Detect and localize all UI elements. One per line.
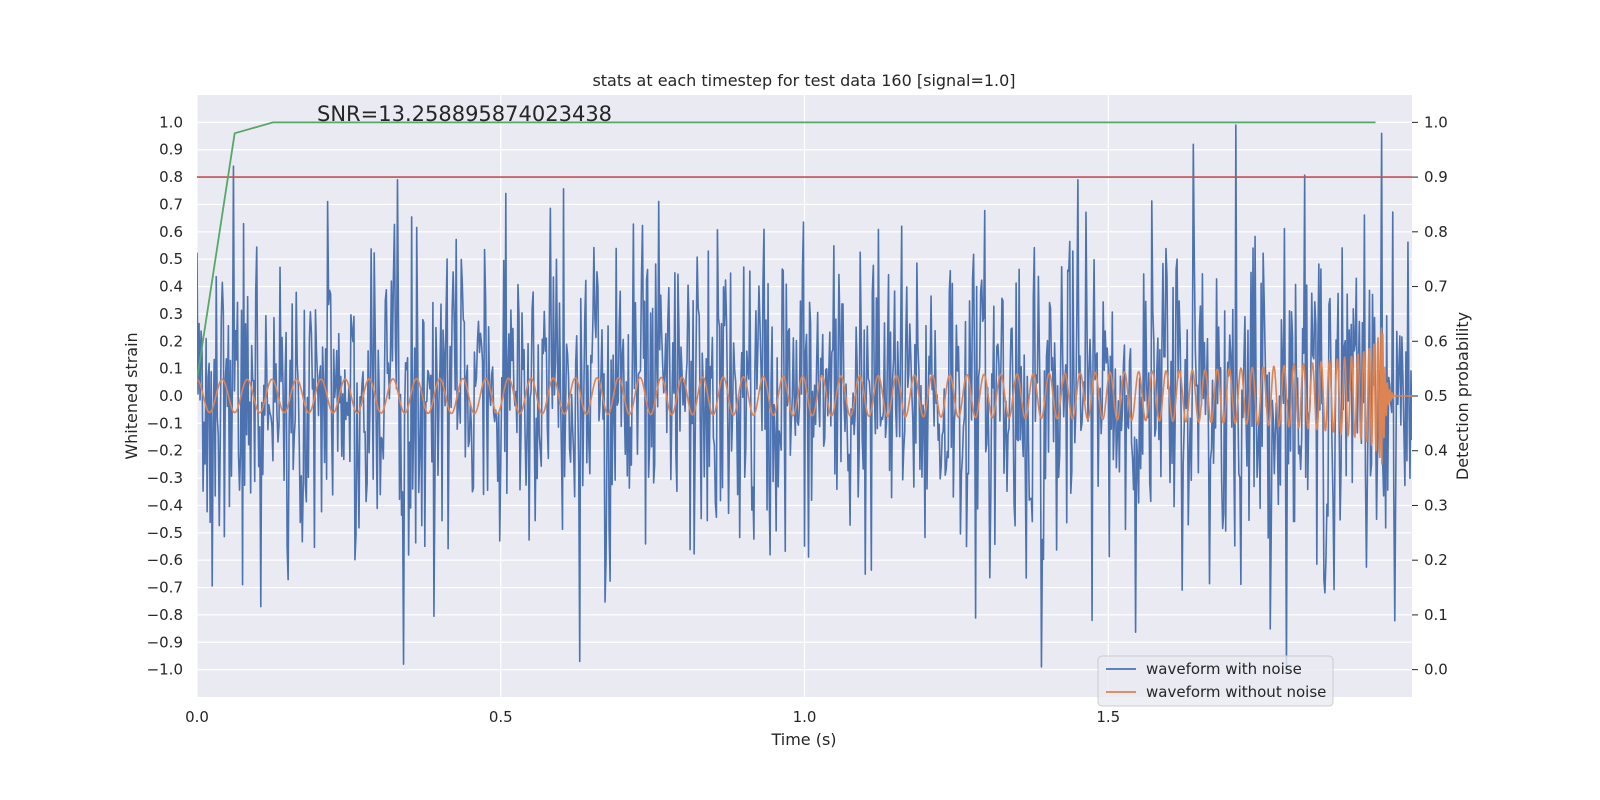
legend-label-noisy: waveform with noise — [1146, 660, 1302, 678]
y-tick-label: 0.4 — [159, 278, 183, 296]
y2-axis-label: Detection probability — [1453, 312, 1472, 480]
y-tick-label: −0.4 — [147, 496, 183, 514]
snr-annotation: SNR=13.258895874023438 — [317, 102, 612, 126]
series-layer — [197, 121, 1412, 671]
x-tick-label: 0.0 — [185, 708, 209, 726]
y2-tick-label: 1.0 — [1424, 113, 1448, 131]
y-tick-label: −0.5 — [147, 524, 183, 542]
chart-title: stats at each timestep for test data 160… — [592, 71, 1015, 90]
y2-tick-label: 0.5 — [1424, 387, 1448, 405]
y-tick-label: 0.5 — [159, 250, 183, 268]
y-tick-label: 0.6 — [159, 223, 183, 241]
y2-tick-label: 0.4 — [1424, 442, 1448, 460]
y-tick-label: −0.7 — [147, 579, 183, 597]
y-tick-label: 0.3 — [159, 305, 183, 323]
y-tick-label: −0.3 — [147, 469, 183, 487]
legend-label-clean: waveform without noise — [1146, 683, 1326, 701]
y-tick-label: 1.0 — [159, 113, 183, 131]
y-tick-label: −0.8 — [147, 606, 183, 624]
y2-tick-label: 0.8 — [1424, 223, 1448, 241]
y2-tick-label: 0.7 — [1424, 278, 1448, 296]
x-tick-label: 0.5 — [489, 708, 513, 726]
y-tick-label: 0.2 — [159, 332, 183, 350]
y-tick-label: −1.0 — [147, 661, 183, 679]
x-tick-label: 1.5 — [1096, 708, 1120, 726]
y-tick-label: −0.6 — [147, 551, 183, 569]
y2-tick-label: 0.9 — [1424, 168, 1448, 186]
legend: waveform with noise waveform without noi… — [1097, 655, 1334, 707]
y-tick-label: 0.9 — [159, 141, 183, 159]
y2-tick-label: 0.1 — [1424, 606, 1448, 624]
y2-tick-label: 0.2 — [1424, 551, 1448, 569]
legend-box — [1097, 655, 1334, 707]
y-tick-label: −0.9 — [147, 633, 183, 651]
x-axis-label: Time (s) — [770, 730, 836, 749]
y2-tick-label: 0.6 — [1424, 332, 1448, 350]
y-tick-label: −0.2 — [147, 442, 183, 460]
y-tick-label: 0.0 — [159, 387, 183, 405]
series-line-probability — [197, 121, 1376, 380]
y-tick-label: 0.8 — [159, 168, 183, 186]
tick-labels: 0.0 0.5 1.0 1.5 1.0 0.9 0.8 0.7 0.6 0.5 0.4 0.3 0.2 0… — [147, 113, 1448, 726]
y-tick-label: 0.7 — [159, 195, 183, 213]
series-line-noisy — [197, 124, 1412, 671]
y-tick-label: 0.1 — [159, 360, 183, 378]
y2-tick-label: 0.3 — [1424, 496, 1448, 514]
x-tick-label: 1.0 — [793, 708, 817, 726]
y-tick-label: −0.1 — [147, 414, 183, 432]
series-line-clean — [197, 327, 1412, 465]
y-axis-label: Whitened strain — [122, 332, 141, 459]
y2-tick-label: 0.0 — [1424, 661, 1448, 679]
